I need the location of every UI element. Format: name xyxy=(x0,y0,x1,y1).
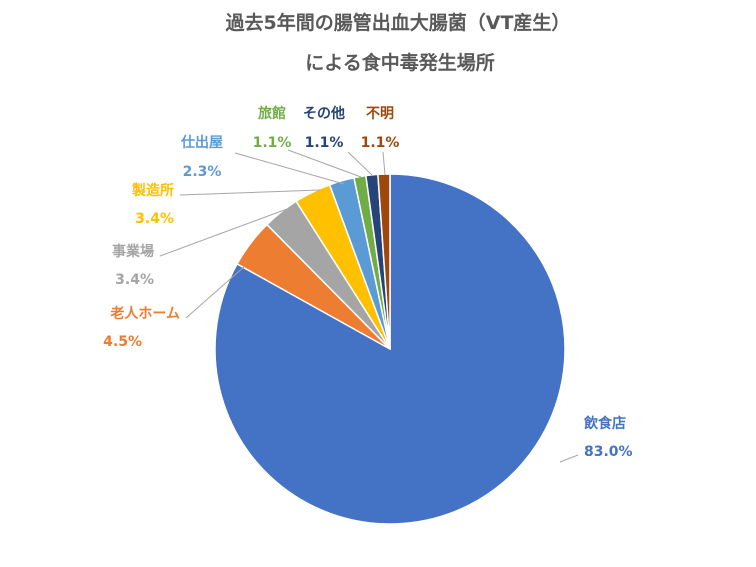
leader-line-restaurant xyxy=(559,454,579,463)
slice-label-value-other: 1.1% xyxy=(305,135,344,151)
leader-line-nursing-home xyxy=(185,265,246,319)
slice-label-name-inn: 旅館 xyxy=(258,105,286,122)
chart-title-line-2: による食中毒発生場所 xyxy=(305,51,494,74)
slice-label-value-factory: 3.4% xyxy=(135,211,174,227)
leader-line-other xyxy=(347,151,373,176)
leader-line-unknown xyxy=(382,151,386,176)
slice-unknown xyxy=(377,173,391,350)
chart-title-line-1: 過去5年間の腸管出血大腸菌（VT産生） xyxy=(226,11,571,34)
leader-line-inn xyxy=(287,149,362,178)
slice-label-value-inn: 1.1% xyxy=(253,135,292,151)
slice-label-value-restaurant: 83.0% xyxy=(584,444,633,460)
slice-label-name-other: その他 xyxy=(303,105,345,122)
slice-label-value-caterer: 2.3% xyxy=(183,164,222,180)
leader-line-workplace xyxy=(159,208,288,257)
slice-label-value-unknown: 1.1% xyxy=(361,135,400,151)
slice-label-name-restaurant: 飲食店 xyxy=(583,415,626,432)
pie-slices xyxy=(214,173,566,525)
slice-label-value-workplace: 3.4% xyxy=(115,272,154,288)
slice-label-value-nursing-home: 4.5% xyxy=(103,334,142,350)
slice-labels: 飲食店 83.0% 老人ホーム 4.5% 事業場 3.4% 製造所 3.4% 仕出屋 2.3% 旅館… xyxy=(103,105,632,460)
leader-lines xyxy=(159,149,579,463)
slice-label-name-nursing-home: 老人ホーム xyxy=(110,305,180,322)
slice-label-name-unknown: 不明 xyxy=(366,106,394,122)
slice-label-name-caterer: 仕出屋 xyxy=(180,134,223,151)
slice-label-name-workplace: 事業場 xyxy=(112,243,154,260)
leader-line-factory xyxy=(179,189,321,196)
slice-label-name-factory: 製造所 xyxy=(131,182,174,199)
leader-line-caterer xyxy=(234,152,345,185)
